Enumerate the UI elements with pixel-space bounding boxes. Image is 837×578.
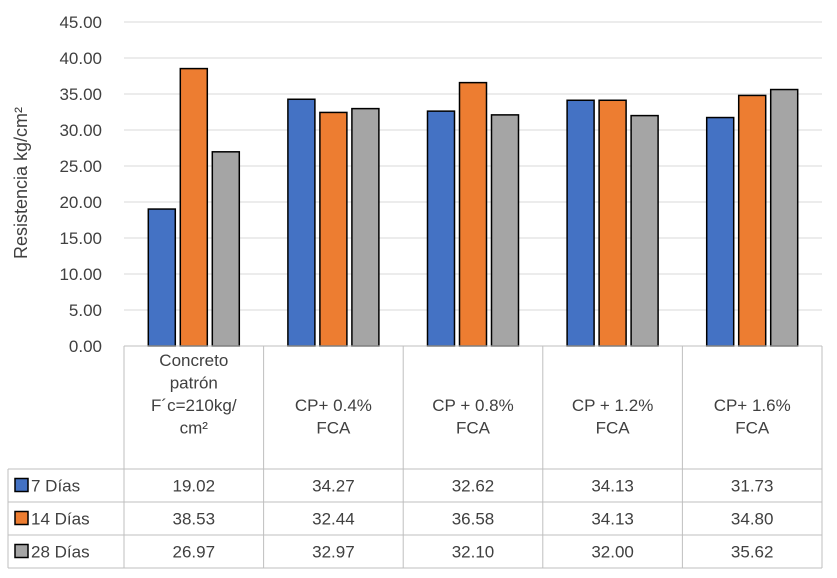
y-tick-label: 10.00 <box>59 265 102 284</box>
bar-7-días <box>426 110 456 347</box>
bars <box>147 67 799 347</box>
legend-key <box>14 543 29 559</box>
y-tick-label: 30.00 <box>59 121 102 140</box>
table-cell-value: 36.58 <box>452 510 495 529</box>
bar-14-días <box>458 81 488 347</box>
table-cell-value: 19.02 <box>173 477 216 496</box>
legend-key <box>14 510 29 526</box>
legend-label: 14 Días <box>31 510 90 529</box>
bar-7-días <box>147 208 177 347</box>
y-tick-label: 0.00 <box>69 337 102 356</box>
table-cell-value: 32.00 <box>591 543 634 562</box>
table-cell-value: 26.97 <box>173 543 216 562</box>
x-tick-label: Concreto patrón F´c=210kg/cm² <box>151 351 237 438</box>
bar-7-días <box>287 98 316 347</box>
x-tick-label: CP + 0.8% FCA <box>432 396 513 438</box>
data-table: Concreto patrón F´c=210kg/cm² CP+ 0.4% FCA CP… <box>7 345 823 569</box>
bar-28-días <box>769 88 799 347</box>
bar-14-días <box>319 111 348 347</box>
legend-key <box>14 477 29 493</box>
bar-28-días <box>351 107 380 347</box>
table-cell-value: 32.44 <box>312 510 355 529</box>
bar-14-días <box>598 99 627 347</box>
table-cell-value: 31.73 <box>731 477 774 496</box>
table-cell-value: 34.80 <box>731 510 774 529</box>
bar-28-días <box>630 114 659 347</box>
x-tick-label: CP + 1.2% FCA <box>572 396 653 438</box>
y-tick-label: 5.00 <box>69 301 102 320</box>
bar-28-días <box>211 151 241 347</box>
table-cell-value: 32.62 <box>452 477 495 496</box>
table-cell-value: 35.62 <box>731 543 774 562</box>
y-tick-label: 15.00 <box>59 229 102 248</box>
y-tick-label: 40.00 <box>59 49 102 68</box>
x-tick-label: CP+ 1.6% FCA <box>714 396 791 438</box>
legend-label: 7 Días <box>31 477 80 496</box>
table-cell-value: 32.97 <box>312 543 355 562</box>
table-cell-value: 34.27 <box>312 477 355 496</box>
table-cell-value: 34.13 <box>591 510 634 529</box>
x-tick-label: CP+ 0.4% FCA <box>295 396 372 438</box>
y-tick-label: 20.00 <box>59 193 102 212</box>
legend-label: 28 Días <box>31 543 90 562</box>
bar-7-días <box>705 116 735 347</box>
table-cell-value: 32.10 <box>452 543 495 562</box>
y-axis-label: Resistencia kg/cm² <box>11 107 31 259</box>
y-tick-label: 25.00 <box>59 157 102 176</box>
bar-7-días <box>566 99 595 347</box>
y-tick-label: 45.00 <box>59 13 102 32</box>
bar-28-días <box>490 114 520 347</box>
bar-14-días <box>179 67 209 347</box>
y-tick-label: 35.00 <box>59 85 102 104</box>
bar-14-días <box>737 94 767 347</box>
table-cell-value: 34.13 <box>591 477 634 496</box>
y-axis-ticks: 0.00 5.00 10.00 15.00 20.00 25.00 30.00 35.00 40… <box>59 13 102 356</box>
table-cell-value: 38.53 <box>173 510 216 529</box>
